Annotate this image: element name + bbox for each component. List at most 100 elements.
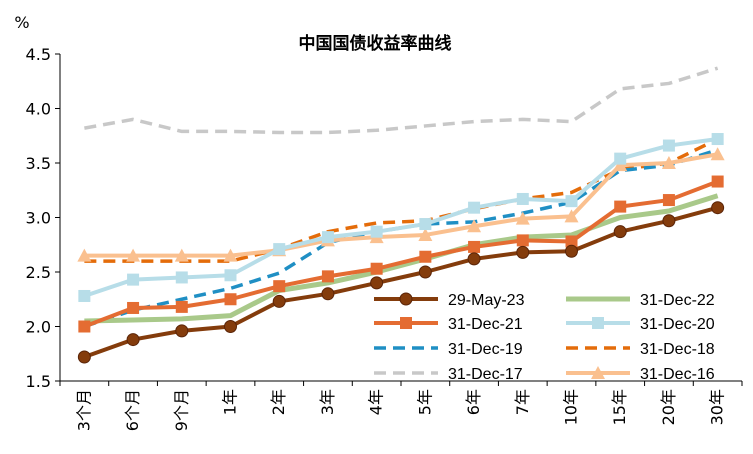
x-tick-label: 6个月	[123, 389, 142, 431]
data-point	[468, 201, 481, 214]
data-point	[419, 250, 432, 263]
series-line	[83, 179, 719, 329]
x-tick-label: 10年	[562, 389, 581, 425]
y-axis-unit-label: %	[14, 13, 29, 32]
legend-item: 31-Dec-17	[374, 366, 523, 383]
data-point	[565, 195, 578, 208]
data-point	[273, 280, 286, 293]
x-tick-label: 3年	[318, 389, 337, 415]
series-line	[83, 205, 719, 359]
series-31-Dec-17	[84, 66, 719, 135]
y-tick-label: 4.5	[26, 45, 51, 64]
legend-item: 31-Dec-21	[374, 316, 523, 333]
legend-label: 31-Dec-18	[640, 341, 715, 358]
series-line	[84, 152, 718, 258]
data-point	[78, 320, 91, 333]
data-point	[224, 293, 237, 306]
data-point	[662, 194, 675, 207]
legend-label: 29-May-23	[448, 292, 525, 309]
data-point	[565, 235, 578, 248]
data-point	[175, 300, 188, 313]
data-point	[127, 301, 140, 314]
data-point	[710, 147, 725, 161]
legend-item: 31-Dec-22	[566, 292, 715, 309]
legend-item: 31-Dec-18	[566, 341, 715, 358]
y-tick-label: 1.5	[26, 372, 51, 391]
data-point	[516, 192, 529, 205]
data-point	[77, 350, 91, 364]
series-31-Dec-21	[78, 175, 724, 333]
data-point	[400, 317, 412, 329]
y-tick-label: 2.0	[26, 318, 51, 337]
data-point	[515, 211, 530, 225]
data-point	[126, 333, 140, 347]
data-point	[467, 252, 481, 266]
data-point	[418, 227, 433, 241]
data-point	[564, 209, 579, 223]
legend-item: 31-Dec-16	[566, 366, 715, 383]
x-tick-label: 30年	[708, 389, 727, 425]
legend-item: 29-May-23	[374, 292, 525, 309]
data-point	[614, 152, 627, 165]
legend-label: 31-Dec-17	[448, 366, 523, 383]
x-tick-label: 15年	[610, 389, 629, 425]
legend-label: 31-Dec-20	[640, 316, 715, 333]
data-point	[321, 270, 334, 283]
legend-label: 31-Dec-19	[448, 341, 523, 358]
data-point	[224, 320, 237, 333]
y-tick-label: 2.5	[26, 263, 51, 282]
legend: 29-May-23 31-Dec-22 31-Dec-21 31-Dec-20 31-D…	[374, 292, 715, 383]
data-point	[662, 214, 676, 228]
legend-label: 31-Dec-21	[448, 316, 523, 333]
data-point	[418, 265, 432, 279]
x-tick-label: 6年	[464, 389, 483, 415]
data-point	[711, 201, 725, 215]
series-31-Dec-16	[77, 147, 725, 262]
series-31-Dec-20	[78, 133, 724, 302]
legend-label: 31-Dec-16	[640, 366, 715, 383]
data-point	[468, 240, 481, 253]
y-tick-label: 3.0	[26, 209, 51, 228]
chart-title: 中国国债收益率曲线	[299, 33, 452, 54]
series-line	[83, 137, 718, 298]
y-tick-label: 3.5	[26, 154, 51, 173]
data-point	[662, 139, 675, 152]
x-tick-label: 9个月	[172, 389, 191, 431]
legend-label: 31-Dec-22	[640, 292, 715, 309]
series-line	[84, 193, 719, 324]
data-point	[321, 287, 335, 301]
data-point	[711, 133, 724, 146]
axes: 1.5 2.0 2.5 3.0 3.5 4.0 4.5 3个月 6个月 9个月 1年 2年 3年 4年 5年…	[26, 45, 743, 431]
series-29-May-23	[77, 201, 725, 364]
legend-item: 31-Dec-20	[566, 316, 715, 333]
data-point	[661, 156, 676, 169]
data-point	[516, 234, 529, 247]
series-line	[84, 66, 719, 135]
series-31-Dec-22	[84, 193, 719, 324]
data-point	[126, 248, 141, 262]
data-point	[273, 243, 286, 256]
data-point	[77, 248, 92, 262]
x-tick-label: 2年	[269, 389, 288, 415]
data-point	[516, 245, 530, 259]
data-point	[127, 273, 140, 286]
data-point	[370, 262, 383, 275]
data-point	[467, 219, 482, 233]
data-point	[565, 244, 578, 258]
data-point	[175, 271, 188, 284]
data-point	[321, 231, 334, 244]
legend-item: 31-Dec-19	[374, 341, 523, 358]
data-point	[613, 158, 628, 172]
data-point	[223, 248, 238, 262]
data-point	[591, 366, 605, 379]
x-tick-label: 3个月	[74, 389, 93, 431]
x-tick-label: 4年	[367, 389, 386, 415]
data-point	[592, 317, 604, 329]
data-point	[224, 269, 237, 282]
data-point	[272, 294, 286, 308]
x-tick-label: 5年	[415, 389, 434, 415]
x-tick-label: 1年	[221, 389, 240, 415]
x-tick-label: 20年	[659, 389, 678, 425]
data-point	[175, 324, 189, 338]
